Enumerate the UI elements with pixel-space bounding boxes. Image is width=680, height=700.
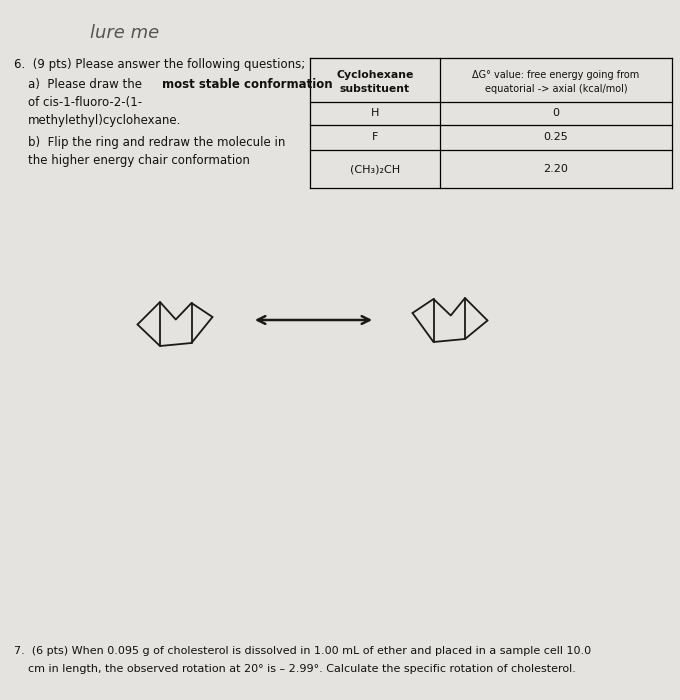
Text: 7.  (6 pts) When 0.095 g of cholesterol is dissolved in 1.00 mL of ether and pla: 7. (6 pts) When 0.095 g of cholesterol i… bbox=[14, 646, 591, 656]
Text: methylethyl)cyclohexane.: methylethyl)cyclohexane. bbox=[28, 114, 182, 127]
Text: most stable conformation: most stable conformation bbox=[162, 78, 333, 91]
Text: (CH₃)₂CH: (CH₃)₂CH bbox=[350, 164, 400, 174]
Text: Cyclohexane
substituent: Cyclohexane substituent bbox=[337, 71, 413, 94]
Text: cm in length, the observed rotation at 20° is – 2.99°. Calculate the specific ro: cm in length, the observed rotation at 2… bbox=[14, 664, 576, 674]
Text: 0.25: 0.25 bbox=[543, 132, 568, 143]
Text: b)  Flip the ring and redraw the molecule in: b) Flip the ring and redraw the molecule… bbox=[28, 136, 286, 149]
Text: F: F bbox=[372, 132, 378, 143]
Text: lure me: lure me bbox=[90, 24, 159, 42]
Text: the higher energy chair conformation: the higher energy chair conformation bbox=[28, 154, 250, 167]
Text: 2.20: 2.20 bbox=[543, 164, 568, 174]
Text: ΔG° value: free energy going from
equatorial -> axial (kcal/mol): ΔG° value: free energy going from equato… bbox=[473, 71, 640, 94]
Text: of cis-1-fluoro-2-(1-: of cis-1-fluoro-2-(1- bbox=[28, 96, 142, 109]
Text: H: H bbox=[371, 108, 379, 118]
Text: a)  Please draw the: a) Please draw the bbox=[28, 78, 146, 91]
Text: 0: 0 bbox=[552, 108, 560, 118]
Text: 6.  (9 pts) Please answer the following questions;: 6. (9 pts) Please answer the following q… bbox=[14, 58, 305, 71]
